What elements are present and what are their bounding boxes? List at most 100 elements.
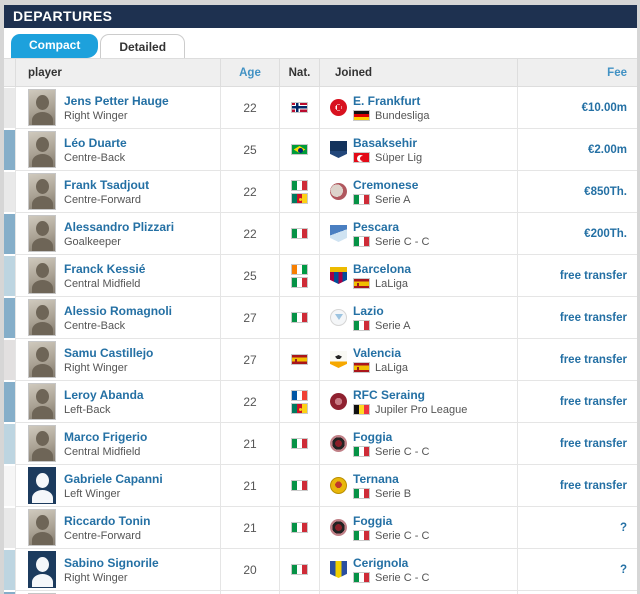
player-position: Central Midfield: [64, 445, 141, 458]
joined-cell: E. Frankfurt Bundesliga: [320, 87, 518, 129]
fee-cell: €10.00m: [518, 87, 637, 129]
age-cell: 25: [221, 129, 280, 171]
player-name-link[interactable]: Gabriele Capanni: [64, 471, 163, 486]
club-name-link[interactable]: E. Frankfurt: [353, 93, 421, 108]
player-photo: [28, 551, 56, 588]
valencia-club-badge-icon: [330, 351, 347, 368]
row-marker: [4, 340, 15, 380]
player-name-link[interactable]: Alessandro Plizzari: [64, 219, 175, 234]
fee-value: €10.00m: [581, 101, 627, 114]
italy-flag-icon: [353, 530, 370, 541]
fee-cell: free transfer: [518, 339, 637, 381]
fee-value: free transfer: [559, 311, 627, 324]
player-photo: [28, 467, 56, 504]
page-title: DEPARTURES: [4, 5, 637, 28]
brazil-flag-icon: [291, 144, 308, 155]
player-name-link[interactable]: Alessio Romagnoli: [64, 303, 173, 318]
nationality-cell: [280, 423, 320, 465]
player-photo: [28, 257, 56, 294]
italy-flag-icon: [353, 194, 370, 205]
age-cell: 20: [221, 549, 280, 591]
age-cell: 25: [221, 255, 280, 297]
player-photo: [28, 89, 56, 126]
club-name-link[interactable]: Foggia: [353, 513, 393, 528]
player-cell: Samu Castillejo Right Winger: [15, 339, 221, 381]
player-photo: [28, 341, 56, 378]
club-name-link[interactable]: Barcelona: [353, 261, 412, 276]
joined-cell: RFC Seraing Jupiler Pro League: [320, 381, 518, 423]
joined-cell: Valencia LaLiga: [320, 339, 518, 381]
player-cell: Marco Frigerio Central Midfield: [15, 423, 221, 465]
club-name-link[interactable]: Cremonese: [353, 177, 419, 192]
age-value: 22: [243, 100, 257, 115]
club-name-link[interactable]: Cerignola: [353, 555, 409, 570]
player-name-link[interactable]: Franck Kessié: [64, 261, 146, 276]
fee-cell: free transfer: [518, 381, 637, 423]
league-name: Serie B: [375, 487, 412, 500]
player-cell: Sabino Signorile Right Winger: [15, 549, 221, 591]
fee-cell: free transfer: [518, 255, 637, 297]
player-position: Goalkeeper: [64, 235, 121, 248]
row-marker: [4, 424, 15, 464]
age-value: 25: [243, 142, 257, 157]
tab-compact[interactable]: Compact: [11, 34, 99, 58]
player-photo: [28, 509, 56, 546]
nationality-cell: [280, 465, 320, 507]
table-row: Frank Tsadjout Centre-Forward 22 Cremone…: [4, 171, 637, 213]
nationality-cell: [280, 255, 320, 297]
fee-value: €2.00m: [587, 143, 627, 156]
player-position: Central Midfield: [64, 277, 141, 290]
club-name-link[interactable]: Valencia: [353, 345, 402, 360]
pescara-club-badge-icon: [330, 225, 347, 242]
league-name: Serie C - C: [375, 235, 430, 248]
player-name-link[interactable]: Samu Castillejo: [64, 345, 154, 360]
row-marker: [4, 214, 15, 254]
joined-cell: Barcelona LaLiga: [320, 255, 518, 297]
norway-flag-icon: [291, 102, 308, 113]
club-name-link[interactable]: RFC Seraing: [353, 387, 426, 402]
joined-cell: Foggia Serie C - C: [320, 507, 518, 549]
row-marker: [4, 88, 15, 128]
nationality-cell: [280, 549, 320, 591]
club-name-link[interactable]: Ternana: [353, 471, 399, 486]
player-name-link[interactable]: Léo Duarte: [64, 135, 127, 150]
spain-flag-icon: [353, 278, 370, 289]
club-name-link[interactable]: Pescara: [353, 219, 400, 234]
player-photo: [28, 425, 56, 462]
joined-cell: Pescara Serie C - C: [320, 213, 518, 255]
player-cell: Frank Tsadjout Centre-Forward: [15, 171, 221, 213]
club-name-link[interactable]: Foggia: [353, 429, 393, 444]
age-value: 22: [243, 226, 257, 241]
row-marker: [4, 508, 15, 548]
player-name-link[interactable]: Riccardo Tonin: [64, 513, 151, 528]
fee-cell: ?: [518, 507, 637, 549]
column-header-age[interactable]: Age: [221, 59, 280, 86]
column-header-joined: Joined: [320, 59, 518, 86]
player-name-link[interactable]: Marco Frigerio: [64, 429, 148, 444]
table-row: Franck Kessié Central Midfield 25 Barcel…: [4, 255, 637, 297]
column-header-player: player: [15, 59, 221, 86]
club-name-link[interactable]: Basaksehir: [353, 135, 418, 150]
fee-value: free transfer: [559, 437, 627, 450]
italy-flag-icon: [291, 522, 308, 533]
column-header-fee[interactable]: Fee: [607, 66, 627, 79]
player-name-link[interactable]: Frank Tsadjout: [64, 177, 150, 192]
player-position: Centre-Forward: [64, 193, 142, 206]
tab-detailed[interactable]: Detailed: [100, 34, 186, 58]
player-name-link[interactable]: Leroy Abanda: [64, 387, 144, 402]
player-cell: Gabriele Capanni Left Winger: [15, 465, 221, 507]
nationality-cell: [280, 591, 320, 594]
age-value: 21: [243, 520, 257, 535]
club-name-link[interactable]: Lazio: [353, 303, 384, 318]
age-cell: 21: [221, 507, 280, 549]
player-name-link[interactable]: Sabino Signorile: [64, 555, 159, 570]
league-row: LaLiga: [353, 278, 411, 290]
player-photo: [28, 383, 56, 420]
table-header: player Age Nat. Joined Fee: [4, 58, 637, 87]
turkey-flag-icon: [353, 152, 370, 163]
age-value: 21: [243, 478, 257, 493]
nationality-cell: [280, 297, 320, 339]
nationality-cell: [280, 507, 320, 549]
player-name-link[interactable]: Jens Petter Hauge: [64, 93, 169, 108]
player-cell: Leroy Abanda Left-Back: [15, 381, 221, 423]
